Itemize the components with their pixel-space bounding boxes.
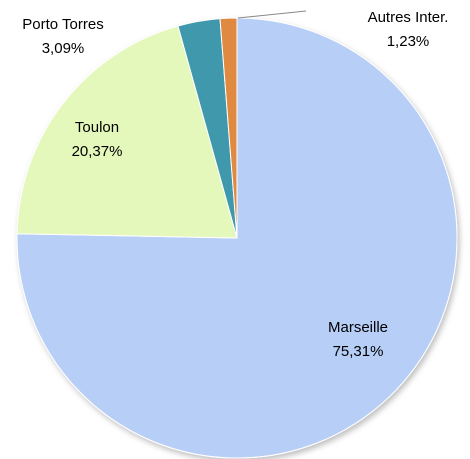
pie — [16, 17, 458, 459]
pie-slice — [219, 17, 238, 239]
slice-value-label: 1,23% — [387, 33, 430, 50]
slice-label: Marseille — [328, 319, 388, 336]
slice-label: Toulon — [75, 119, 119, 136]
slice-value-label: 20,37% — [72, 143, 123, 160]
slice-label: Autres Inter. — [368, 9, 449, 26]
leader-line — [237, 10, 307, 19]
slice-value-label: 75,31% — [333, 343, 384, 360]
slice-label: Porto Torres — [22, 16, 103, 33]
slice-value-label: 3,09% — [42, 40, 85, 57]
pie-slice — [16, 25, 238, 239]
